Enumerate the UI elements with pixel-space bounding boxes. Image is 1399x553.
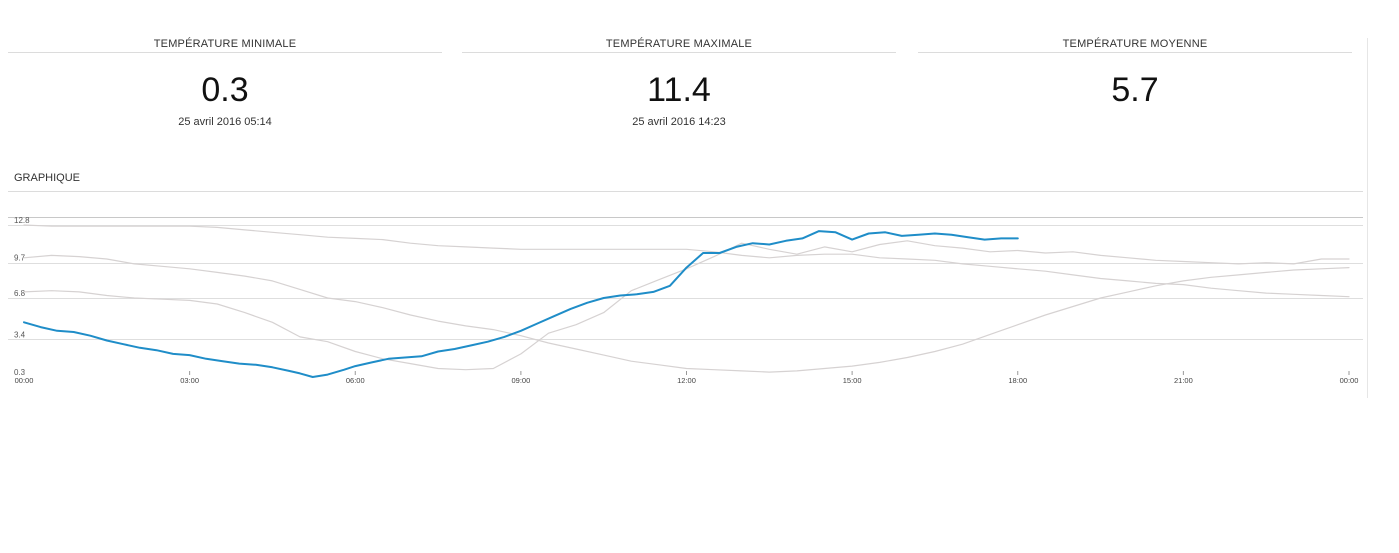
graph-section-title: GRAPHIQUE: [14, 172, 81, 184]
y-tick-label: 9.7: [14, 254, 26, 263]
x-tick-label: 18:00: [1008, 376, 1027, 385]
temperature-chart: 0.3 3.4 6.8 9.7 12.8 00:00 03:00 06:00 09:00 12:0…: [8, 216, 1363, 385]
x-tick-label: 03:00: [180, 376, 199, 385]
min-temp-value: 0.3: [201, 71, 249, 109]
max-temp-card: TEMPÉRATURE MAXIMALE 11.4 25 avril 2016 …: [462, 30, 896, 128]
min-temp-date: 25 avril 2016 05:14: [178, 116, 272, 128]
y-tick-label: 6.8: [14, 289, 26, 298]
series-line-reference: [23, 224, 1350, 298]
avg-temp-value: 5.7: [1111, 71, 1159, 109]
right-divider: [1367, 38, 1368, 398]
series-line-reference: [23, 254, 1350, 373]
max-temp-label: TEMPÉRATURE MAXIMALE: [462, 30, 896, 53]
min-temp-label: TEMPÉRATURE MINIMALE: [8, 30, 442, 53]
x-tick-label: 06:00: [346, 376, 365, 385]
x-tick-label: 00:00: [1340, 376, 1359, 385]
series-line-current: [23, 230, 1019, 378]
x-tick-label: 12:00: [677, 376, 696, 385]
x-tick-label: 00:00: [15, 376, 34, 385]
max-temp-value: 11.4: [647, 71, 711, 109]
x-tick-label: 15:00: [843, 376, 862, 385]
graph-section-divider: [8, 191, 1363, 192]
y-tick-label: 12.8: [14, 216, 30, 225]
avg-temp-card: TEMPÉRATURE MOYENNE 5.7: [918, 30, 1352, 110]
series-line-reference: [23, 240, 1350, 371]
x-tick-label: 09:00: [511, 376, 530, 385]
min-temp-card: TEMPÉRATURE MINIMALE 0.3 25 avril 2016 0…: [8, 30, 442, 128]
max-temp-date: 25 avril 2016 14:23: [632, 116, 726, 128]
y-tick-label: 0.3: [14, 368, 26, 377]
avg-temp-label: TEMPÉRATURE MOYENNE: [918, 30, 1352, 53]
y-tick-label: 3.4: [14, 330, 26, 339]
x-tick-label: 21:00: [1174, 376, 1193, 385]
